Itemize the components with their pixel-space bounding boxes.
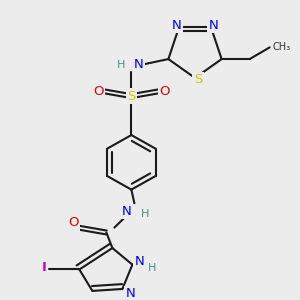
Text: H: H	[117, 60, 126, 70]
Text: H: H	[148, 262, 157, 272]
Text: H: H	[141, 209, 150, 219]
Text: I: I	[42, 261, 47, 274]
Text: CH₃: CH₃	[273, 42, 291, 52]
Text: N: N	[208, 19, 218, 32]
Text: O: O	[159, 85, 169, 98]
Text: N: N	[134, 58, 143, 71]
Text: O: O	[68, 216, 79, 229]
Text: O: O	[93, 85, 104, 98]
Text: N: N	[134, 255, 144, 268]
Text: N: N	[125, 287, 135, 300]
Text: N: N	[122, 205, 131, 218]
Text: S: S	[127, 90, 136, 103]
Text: S: S	[194, 74, 202, 86]
Text: N: N	[172, 19, 182, 32]
